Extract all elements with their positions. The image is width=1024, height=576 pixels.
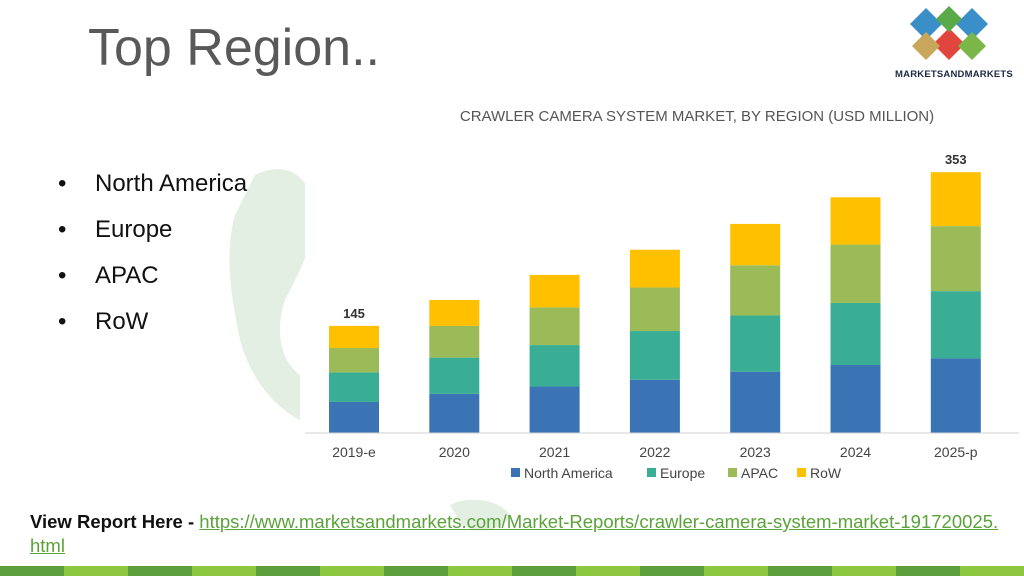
bar-segment (730, 265, 781, 316)
footer-label: View Report Here - (30, 511, 200, 532)
footer-bar-segment (448, 566, 512, 576)
bar-segment (730, 223, 781, 266)
legend-label: RoW (810, 465, 842, 481)
footer-bar-segment (256, 566, 320, 576)
bar-segment (429, 325, 480, 358)
bar-segment (830, 197, 881, 245)
bar-segment (629, 287, 680, 332)
x-tick-label: 2024 (840, 444, 871, 460)
legend-label: Europe (660, 465, 705, 481)
bar-segment (429, 357, 480, 394)
bar-segment (529, 386, 580, 433)
bar-segment (329, 325, 379, 349)
bar-segment (730, 371, 781, 433)
chart-container: CRAWLER CAMERA SYSTEM MARKET, BY REGION … (305, 92, 1019, 496)
region-bullet-list: • North America • Europe • APAC • RoW (58, 170, 247, 354)
bullet-dot: • (58, 170, 67, 197)
bullet-dot: • (58, 216, 67, 243)
bar-segment (730, 315, 781, 372)
bar-segment (529, 345, 580, 387)
bar-segment (329, 348, 379, 373)
legend-swatch (511, 468, 520, 477)
bar-segment (629, 249, 680, 288)
bullet-item-apac: • APAC (58, 262, 247, 308)
logo-diamonds-icon (910, 6, 988, 60)
footer-bar-segment (960, 566, 1024, 576)
bar-segment (930, 291, 981, 359)
legend-label: North America (524, 465, 613, 481)
bar-segment (429, 393, 480, 433)
footer-bar-segment (896, 566, 960, 576)
footer-bar-segment (768, 566, 832, 576)
bullet-label: North America (95, 170, 248, 197)
legend-swatch (647, 468, 656, 477)
bullet-dot: • (58, 262, 67, 289)
bar-total-label: 145 (343, 306, 365, 321)
stacked-bar-chart: CRAWLER CAMERA SYSTEM MARKET, BY REGION … (305, 108, 1019, 481)
bullet-item-europe: • Europe (58, 216, 247, 262)
bar-segment (930, 226, 981, 292)
footer-bar-segment (64, 566, 128, 576)
footer-bar-segment (384, 566, 448, 576)
chart-title: CRAWLER CAMERA SYSTEM MARKET, BY REGION … (460, 108, 934, 125)
bullet-label: RoW (95, 308, 149, 335)
footer-bar-segment (832, 566, 896, 576)
bar-segment (429, 300, 480, 326)
footer-bar-segment (704, 566, 768, 576)
bar-segment (529, 307, 580, 346)
footer-bar-segment (320, 566, 384, 576)
bullet-item-north-america: • North America (58, 170, 247, 216)
legend-swatch (797, 468, 806, 477)
footer-color-bar (0, 566, 1024, 576)
footer-report-text: View Report Here - https://www.marketsan… (30, 510, 1005, 558)
bullet-label: Europe (95, 216, 173, 243)
page-title: Top Region.. (88, 19, 380, 77)
bar-segment (830, 244, 881, 303)
marketsandmarkets-logo: MARKETSANDMARKETS (884, 2, 1024, 86)
x-tick-label: 2019-e (332, 444, 376, 460)
footer-bar-segment (192, 566, 256, 576)
bar-total-label: 353 (945, 152, 967, 167)
bar-segment (529, 274, 580, 308)
bar-segment (830, 302, 881, 366)
legend-label: APAC (741, 465, 778, 481)
footer-bar-segment (640, 566, 704, 576)
x-tick-label: 2021 (539, 444, 570, 460)
bar-segment (830, 365, 881, 433)
bullet-dot: • (58, 308, 67, 335)
report-link[interactable]: https://www.marketsandmarkets.com/Market… (30, 511, 999, 556)
footer-bar-segment (576, 566, 640, 576)
footer-bar-segment (512, 566, 576, 576)
footer-bar-segment (128, 566, 192, 576)
x-tick-label: 2023 (740, 444, 771, 460)
legend-swatch (728, 468, 737, 477)
bullet-label: APAC (95, 262, 159, 289)
bar-segment (329, 372, 379, 402)
x-tick-label: 2020 (439, 444, 470, 460)
x-tick-label: 2022 (639, 444, 670, 460)
bar-segment (629, 331, 680, 380)
bullet-item-row: • RoW (58, 308, 247, 354)
logo-wordmark: MARKETSANDMARKETS (895, 69, 1013, 80)
bar-segment (629, 379, 680, 433)
bar-segment (329, 401, 379, 433)
bar-segment (930, 172, 981, 227)
bar-segment (930, 358, 981, 433)
x-tick-label: 2025-p (934, 444, 978, 460)
footer-bar-segment (0, 566, 64, 576)
